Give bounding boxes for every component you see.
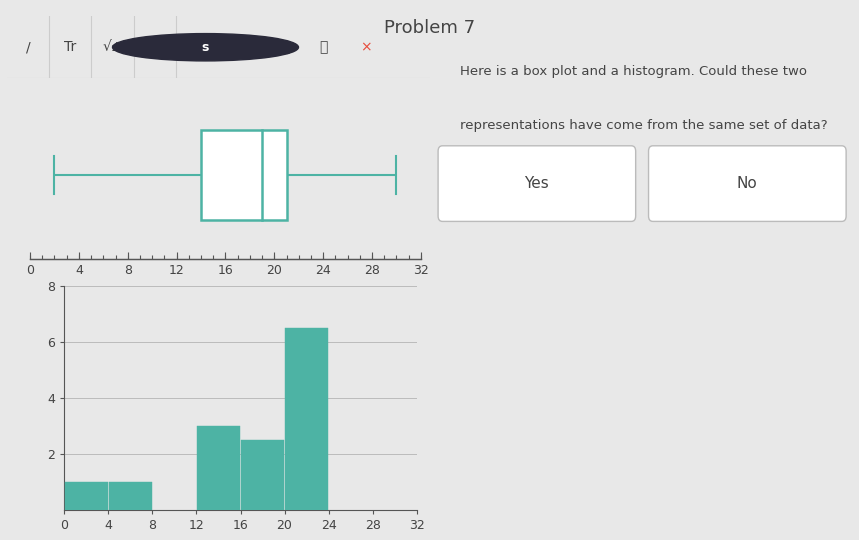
Bar — [241, 440, 284, 510]
Text: ×: × — [360, 40, 372, 54]
Text: Yes: Yes — [525, 176, 549, 191]
Bar — [65, 482, 108, 510]
Bar — [197, 426, 240, 510]
Text: Problem 7: Problem 7 — [384, 19, 475, 37]
Bar — [201, 130, 287, 220]
Text: Tr: Tr — [64, 40, 76, 54]
Text: √±: √± — [102, 40, 123, 54]
Text: ✏: ✏ — [149, 40, 161, 54]
Text: ⌢: ⌢ — [282, 40, 290, 54]
Text: No: No — [737, 176, 758, 191]
Bar — [109, 482, 152, 510]
Text: Here is a box plot and a histogram. Could these two: Here is a box plot and a histogram. Coul… — [460, 65, 807, 78]
Text: representations have come from the same set of data?: representations have come from the same … — [460, 119, 827, 132]
Text: /: / — [26, 40, 30, 54]
Text: ⌢: ⌢ — [320, 40, 328, 54]
FancyBboxPatch shape — [649, 146, 846, 221]
Text: s: s — [202, 40, 210, 54]
Circle shape — [113, 33, 298, 61]
Bar — [285, 328, 328, 510]
FancyBboxPatch shape — [438, 146, 636, 221]
Text: ▾: ▾ — [244, 40, 252, 54]
